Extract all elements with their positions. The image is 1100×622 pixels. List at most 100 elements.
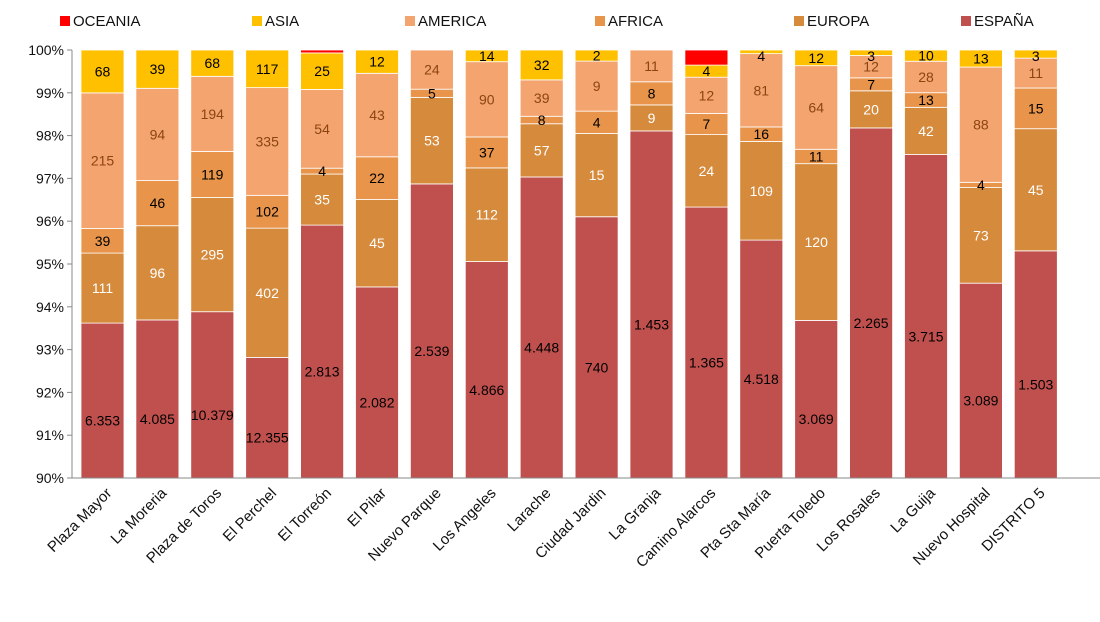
data-label-asia: 39 [150,61,166,77]
data-label-asia: 3 [1032,48,1040,64]
x-tick-label: La Guija [887,484,939,536]
data-label-europa: 112 [476,207,499,223]
data-label-africa: 22 [369,170,385,186]
data-label-europa: 57 [534,142,550,158]
data-label-europa: 96 [150,265,166,281]
bar-segment-espana [355,286,399,479]
bar-segment-asia [794,49,839,67]
data-label-espana: 2.082 [359,394,394,410]
data-label-africa: 119 [201,166,224,182]
data-label-espana: 4.448 [524,339,559,355]
data-label-africa: 4 [318,163,326,179]
data-label-europa: 42 [918,123,934,139]
bar-group-larache: 4.448 57 8 39 32 [519,49,564,479]
data-label-espana: 2.813 [305,364,340,380]
data-label-america: 88 [973,117,989,133]
bar-segment-america [739,53,784,128]
y-tick-label: 100% [28,42,64,58]
legend-swatch-asia [252,16,262,26]
data-label-asia: 14 [479,48,495,64]
data-label-africa: 4 [977,177,985,193]
data-label-asia: 117 [256,61,279,77]
legend-label-espana: ESPAÑA [974,13,1034,30]
data-label-africa: 7 [867,76,875,92]
bar-segment-america [190,75,235,152]
bar-segment-asia [519,49,564,81]
data-label-europa: 295 [201,247,225,263]
bar-segment-espana [409,183,454,479]
bar-segment-espana [519,176,564,479]
bar-segment-europa [464,167,509,262]
bar-segment-asia [574,49,619,62]
bar-segment-asia [80,49,125,94]
legend-label-oceania: OCEANIA [73,13,141,30]
bar-segment-america [904,60,948,94]
data-label-europa: 111 [92,280,113,296]
x-tick-label: El Pilar [344,485,390,531]
legend-swatch-oceania [60,16,70,26]
data-label-america: 90 [479,91,495,107]
bar-segment-america [355,72,399,158]
data-label-asia: 2 [593,48,601,64]
bar-segment-america [519,79,564,117]
bar-segment-europa [135,225,180,321]
bar-segment-america [245,87,290,196]
bar-segment-oceania [300,49,345,54]
bar-segment-europa [574,132,619,218]
y-tick-label: 92% [36,384,64,400]
data-label-asia: 32 [534,57,550,73]
data-label-asia: 12 [808,50,824,66]
data-label-america: 28 [918,69,934,85]
data-label-asia: 4 [757,48,765,64]
bar-segment-espana [574,216,619,479]
data-label-america: 12 [863,59,879,75]
bar-segment-africa [1013,87,1058,130]
data-label-europa: 120 [805,234,829,250]
data-label-asia: 10 [918,48,934,64]
bars: 6.35311139215684.0859646943910.379295119… [80,48,1058,479]
bar-segment-asia [190,49,235,77]
legend-label-africa: AFRICA [608,13,663,30]
bar-segment-espana [190,311,235,479]
data-label-europa: 9 [648,110,656,126]
bar-group-pta-sta-maria: 4.518 109 16 81 4 [739,48,784,479]
bar-group-puerta-toledo: 3.069 120 11 64 12 [794,49,839,479]
data-label-america: 39 [534,90,550,106]
data-label-asia: 4 [703,63,711,79]
bar-segment-asia [300,52,345,90]
data-label-africa: 15 [1028,100,1044,116]
bar-segment-europa [849,90,893,129]
bar-segment-america [464,61,509,138]
bar-segment-europa [409,96,454,185]
legend-label-asia: ASIA [265,13,299,30]
bar-segment-espana [684,206,729,479]
bar-group-la-granja: 1.453 9 8 11 [629,49,674,479]
bar-group-el-perchel: 12.355 402 102 335 117 [245,49,290,479]
bar-segment-america [300,88,345,169]
y-tick-label: 99% [36,85,64,101]
data-label-america: 194 [201,106,225,122]
bar-group-la-guija: 3.715 42 13 28 10 [904,48,948,479]
data-label-asia: 13 [973,51,989,67]
legend-swatch-europa [794,16,804,26]
bar-group-el-pilar: 2.082 45 22 43 12 [355,49,399,479]
bar-segment-america [629,49,674,83]
bar-segment-espana [959,282,1003,479]
bar-segment-espana [300,224,345,479]
bar-group-nuevo-hospital: 3.089 73 4 88 13 [959,49,1003,479]
bar-segment-asia [135,49,180,89]
data-label-europa: 53 [424,133,440,149]
bar-segment-asia [904,49,948,62]
bar-segment-europa [629,104,674,132]
data-label-espana: 3.715 [908,328,943,344]
data-label-espana: 3.089 [963,393,998,409]
bar-group-los-angeles: 4.866 112 37 90 14 [464,48,509,479]
data-label-espana: 6.353 [85,413,120,429]
data-label-espana: 3.069 [799,411,834,427]
bar-segment-america [684,76,729,114]
data-label-europa: 20 [863,101,879,117]
data-label-america: 24 [424,62,440,78]
